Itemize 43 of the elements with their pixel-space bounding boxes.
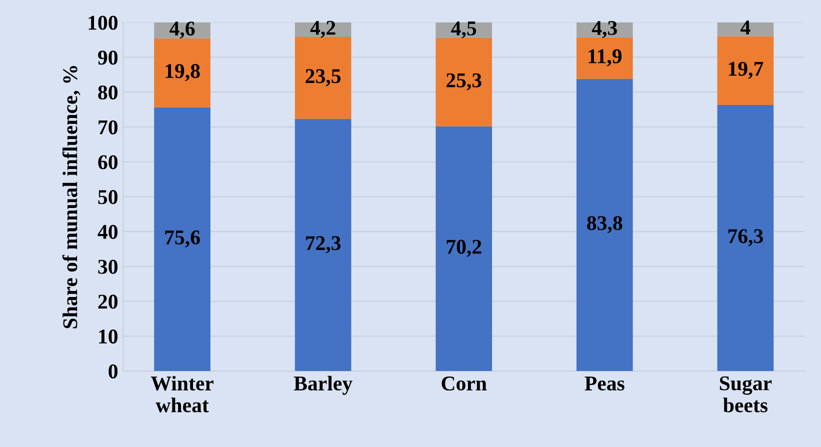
y-tick-label: 40 bbox=[98, 224, 118, 239]
data-label: 4,2 bbox=[310, 20, 336, 38]
x-tick-label: Sugar beets bbox=[720, 376, 772, 412]
data-label: 4,5 bbox=[451, 21, 476, 38]
bar bbox=[294, 118, 352, 372]
data-label: 4,3 bbox=[592, 21, 617, 38]
x-tick-label: Barley bbox=[294, 376, 352, 395]
data-label: 4,6 bbox=[170, 22, 195, 39]
bar bbox=[717, 22, 774, 36]
bar bbox=[717, 36, 774, 105]
y-tick-label: 20 bbox=[98, 294, 118, 309]
bar bbox=[576, 78, 633, 372]
bar bbox=[436, 38, 492, 126]
data-label: 4 bbox=[740, 20, 750, 34]
y-tick-label: 90 bbox=[98, 50, 118, 65]
bar bbox=[294, 36, 352, 119]
y-tick-label: 70 bbox=[98, 120, 118, 134]
data-label: 83,8 bbox=[587, 216, 622, 234]
bar bbox=[154, 107, 210, 372]
data-label: 19,8 bbox=[166, 64, 200, 82]
data-label: 25,3 bbox=[446, 73, 482, 90]
x-tick-label: Corn bbox=[442, 376, 487, 391]
y-tick-label: 50 bbox=[98, 190, 118, 204]
y-tick-label: 0 bbox=[108, 364, 118, 378]
y-tick-label: 60 bbox=[98, 155, 118, 170]
y-tick-label: 10 bbox=[99, 330, 118, 344]
x-tick-label: Peas bbox=[584, 376, 624, 391]
data-label: 75,6 bbox=[165, 230, 200, 248]
data-label: 11,9 bbox=[588, 49, 622, 66]
bar bbox=[576, 37, 633, 79]
data-label: 76,3 bbox=[728, 229, 763, 246]
bar bbox=[717, 104, 774, 372]
bar bbox=[154, 38, 210, 108]
y-tick-label: 30 bbox=[98, 260, 118, 274]
bar bbox=[436, 126, 492, 372]
y-axis-title: Share of munual influence, % bbox=[62, 66, 80, 328]
y-tick-label: 100 bbox=[88, 16, 118, 30]
y-tick-label: 80 bbox=[98, 85, 118, 100]
x-tick-label: Winter wheat bbox=[150, 376, 214, 412]
data-label: 72,3 bbox=[306, 236, 341, 254]
data-label: 23,5 bbox=[306, 69, 341, 86]
data-label: 19,7 bbox=[728, 62, 764, 79]
data-label: 70,2 bbox=[446, 240, 482, 257]
